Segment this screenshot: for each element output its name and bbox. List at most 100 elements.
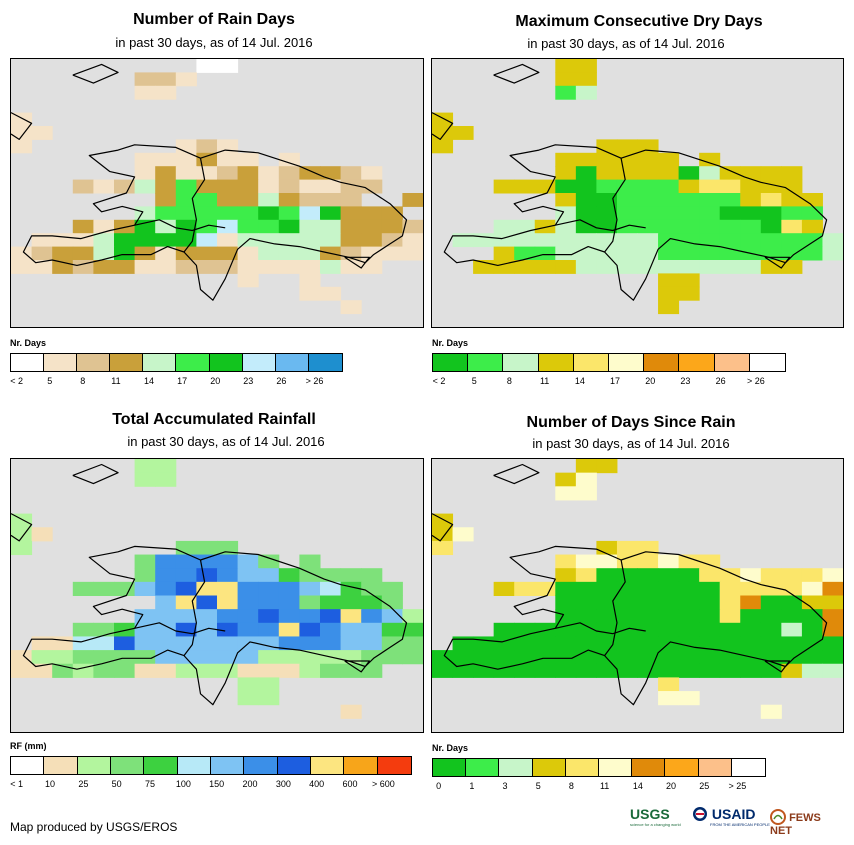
map-cell bbox=[432, 139, 454, 154]
legend-swatch bbox=[177, 757, 211, 774]
map-cell bbox=[452, 126, 474, 140]
map-cell bbox=[699, 219, 721, 234]
map-cell bbox=[637, 636, 659, 651]
map-cell bbox=[175, 193, 197, 207]
map-cell bbox=[596, 139, 618, 154]
map-cell bbox=[278, 581, 300, 596]
map-cell bbox=[575, 72, 597, 87]
panel-subtitle: in past 30 days, as of 14 Jul. 2016 bbox=[127, 434, 325, 449]
map-cell bbox=[278, 179, 300, 194]
map-cell bbox=[781, 622, 803, 637]
fewsnet-logo: FEWS NET bbox=[770, 809, 845, 837]
map-cell bbox=[175, 650, 197, 665]
map-cell bbox=[699, 650, 721, 665]
map-cell bbox=[432, 527, 454, 542]
map-cell bbox=[555, 650, 577, 665]
map-cell bbox=[452, 527, 474, 542]
legend-swatch bbox=[573, 354, 609, 371]
map-cell bbox=[299, 219, 321, 234]
map-cell bbox=[616, 260, 638, 274]
map-cell bbox=[432, 126, 454, 140]
map-cell bbox=[361, 260, 383, 274]
map-cell bbox=[217, 166, 239, 181]
map-cell bbox=[320, 663, 342, 678]
map-cell bbox=[678, 193, 700, 207]
legend-tick-label: 1 bbox=[469, 781, 475, 791]
map-cell bbox=[114, 650, 136, 665]
map-cell bbox=[134, 152, 156, 167]
map-cell bbox=[278, 595, 300, 610]
map-cell bbox=[237, 179, 259, 194]
map-cell bbox=[801, 650, 823, 665]
map-cell bbox=[616, 554, 638, 569]
map-cell bbox=[658, 677, 680, 692]
map-cell bbox=[637, 554, 659, 569]
map-cell bbox=[340, 206, 362, 221]
map-cell bbox=[596, 166, 618, 181]
usgs-logo: USGS science for a changing world bbox=[630, 806, 681, 827]
coastline bbox=[443, 545, 828, 706]
map-cell bbox=[658, 554, 680, 569]
map-cell bbox=[822, 568, 843, 583]
map-cell bbox=[699, 636, 721, 651]
island-outline bbox=[72, 463, 119, 485]
map-cell bbox=[114, 622, 136, 637]
map-cell bbox=[637, 568, 659, 583]
map-cell bbox=[278, 663, 300, 678]
map-cell bbox=[31, 233, 53, 248]
legend-tick-label: 5 bbox=[535, 781, 541, 791]
map-cell bbox=[217, 636, 239, 651]
map-cell bbox=[340, 568, 362, 583]
logo-strip: USGS science for a changing world USAID … bbox=[630, 806, 845, 837]
map-cell bbox=[575, 663, 597, 678]
map-cell bbox=[320, 568, 342, 583]
map-cell bbox=[760, 663, 782, 678]
map-cell bbox=[555, 219, 577, 234]
map-cell bbox=[134, 233, 156, 248]
map-cell bbox=[555, 179, 577, 194]
map-cell bbox=[340, 622, 362, 637]
legend-swatch bbox=[608, 354, 645, 371]
usaid-wordmark: USAID bbox=[711, 806, 756, 822]
map-cell bbox=[555, 609, 577, 624]
legend-swatch bbox=[77, 354, 111, 371]
map-cell bbox=[534, 636, 556, 651]
map-cell bbox=[134, 85, 156, 100]
map-cell bbox=[781, 609, 803, 624]
map-cell bbox=[555, 663, 577, 678]
panel-title: Total Accumulated Rainfall bbox=[112, 411, 316, 428]
map-cell bbox=[155, 622, 177, 637]
country-border bbox=[183, 559, 206, 656]
map-cell bbox=[299, 663, 321, 678]
map-cell bbox=[637, 581, 659, 596]
legend-tick-label: 50 bbox=[111, 779, 122, 789]
map-cell bbox=[637, 166, 659, 181]
map-cell bbox=[217, 581, 239, 596]
legend-swatch bbox=[466, 759, 500, 776]
legend-title: Nr. Days bbox=[432, 743, 469, 753]
map-cell bbox=[740, 219, 762, 234]
map-cell bbox=[719, 179, 741, 194]
island-outline bbox=[764, 256, 791, 269]
island-outline bbox=[432, 112, 454, 141]
map-cell bbox=[534, 233, 556, 248]
legend-tick-label: 11 bbox=[539, 376, 550, 386]
legend-swatch bbox=[308, 354, 342, 371]
legend-tick-label: 200 bbox=[242, 779, 258, 789]
map-cell bbox=[361, 206, 383, 221]
map-cell bbox=[278, 152, 300, 167]
map-cell bbox=[361, 246, 383, 261]
map-cell bbox=[596, 260, 618, 274]
map-cell bbox=[740, 609, 762, 624]
country-border bbox=[604, 158, 626, 253]
map-cell bbox=[616, 219, 638, 234]
map-cell bbox=[575, 219, 597, 234]
map-cell bbox=[134, 246, 156, 261]
map-svg bbox=[11, 459, 423, 719]
map-cell bbox=[72, 663, 94, 678]
map-cell bbox=[616, 622, 638, 637]
map-cell bbox=[637, 139, 659, 154]
map-cell bbox=[740, 595, 762, 610]
map-cell bbox=[237, 581, 259, 596]
map-cell bbox=[155, 152, 177, 167]
